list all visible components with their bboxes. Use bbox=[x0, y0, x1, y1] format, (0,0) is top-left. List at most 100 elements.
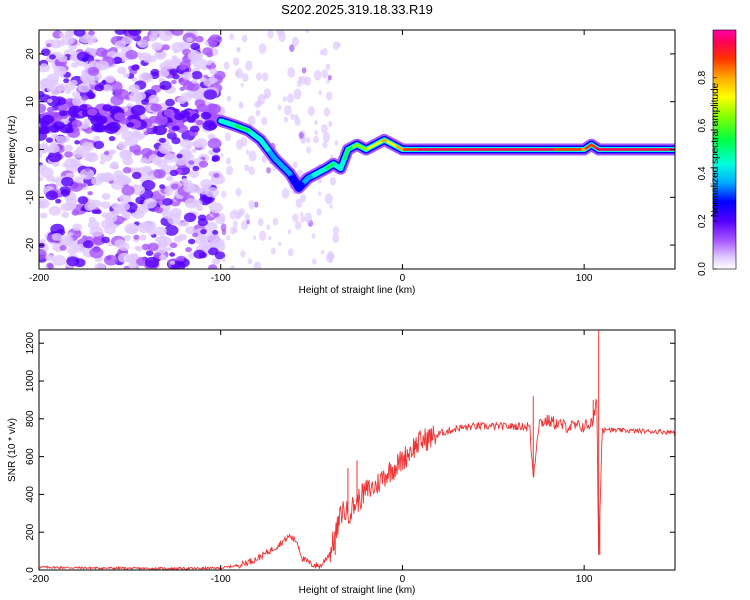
noise-blob bbox=[248, 150, 257, 162]
noise-blob bbox=[277, 104, 282, 111]
y-tick-label: -10 bbox=[25, 190, 36, 205]
noise-blob bbox=[79, 168, 95, 180]
noise-blob bbox=[101, 236, 110, 244]
noise-blob bbox=[136, 204, 149, 215]
noise-blob bbox=[39, 126, 49, 135]
noise-blob bbox=[112, 56, 122, 65]
noise-blob bbox=[39, 153, 43, 158]
figure-title: S202.2025.319.18.33.R19 bbox=[281, 2, 433, 17]
noise-blob bbox=[144, 256, 160, 268]
noise-blob bbox=[188, 238, 196, 245]
noise-blob bbox=[195, 35, 204, 43]
noise-blob bbox=[246, 219, 250, 225]
noise-blob bbox=[102, 84, 113, 92]
noise-blob bbox=[322, 140, 328, 149]
noise-blob bbox=[173, 49, 179, 54]
colorbar-tick-label: 0.2 bbox=[697, 214, 708, 228]
noise-blob bbox=[191, 71, 203, 80]
noise-blob bbox=[299, 75, 307, 85]
noise-blob bbox=[131, 212, 138, 217]
noise-blob bbox=[197, 218, 209, 227]
noise-blob bbox=[128, 84, 140, 93]
noise-blob bbox=[261, 116, 268, 126]
x-tick-label: -200 bbox=[29, 574, 49, 585]
noise-blob bbox=[264, 94, 268, 99]
noise-blob bbox=[185, 226, 196, 235]
noise-blob bbox=[101, 171, 114, 182]
colorbar: 0.0 0.2 0.4 0.6 0.8 Normalized spectral ampl… bbox=[697, 29, 737, 276]
noise-blob bbox=[58, 110, 68, 117]
y-tick-label: 800 bbox=[25, 410, 36, 427]
noise-blob bbox=[159, 184, 166, 189]
spectrogram-x-ticks: -200 -100 0 100 bbox=[29, 30, 593, 284]
noise-blob bbox=[72, 223, 82, 231]
noise-blob bbox=[84, 202, 96, 212]
noise-blob bbox=[57, 105, 68, 113]
noise-blob bbox=[82, 240, 94, 249]
noise-blob bbox=[66, 256, 80, 267]
noise-blob bbox=[79, 121, 90, 129]
y-tick-label: 1000 bbox=[25, 369, 36, 392]
noise-blob bbox=[235, 68, 244, 79]
noise-blob bbox=[153, 43, 162, 50]
noise-blob bbox=[153, 125, 167, 136]
noise-blob bbox=[81, 141, 94, 152]
noise-blob bbox=[170, 183, 179, 190]
noise-blob bbox=[235, 187, 242, 197]
noise-blob bbox=[65, 89, 71, 94]
noise-blob bbox=[136, 41, 142, 46]
noise-blob bbox=[287, 66, 296, 78]
noise-blob bbox=[115, 174, 125, 181]
noise-blob bbox=[321, 69, 329, 79]
noise-blob bbox=[177, 41, 191, 52]
colorbar-tick-label: 0.4 bbox=[697, 166, 708, 180]
noise-blob bbox=[61, 211, 70, 218]
noise-blob bbox=[114, 239, 127, 249]
noise-blob bbox=[119, 117, 130, 125]
noise-blob bbox=[141, 99, 149, 105]
noise-blob bbox=[325, 63, 331, 71]
noise-blob bbox=[122, 72, 130, 78]
noise-blob bbox=[276, 30, 285, 37]
noise-blob bbox=[325, 91, 333, 101]
noise-blob bbox=[76, 51, 90, 62]
noise-blob bbox=[139, 157, 148, 164]
noise-blob bbox=[218, 212, 226, 222]
noise-blob bbox=[70, 79, 78, 86]
noise-blob bbox=[332, 225, 340, 235]
noise-blob bbox=[191, 148, 197, 153]
spectrogram-y-axis-title: Frequency (Hz) bbox=[7, 116, 18, 185]
noise-blob bbox=[161, 44, 170, 51]
colorbar-tick-label: 0.0 bbox=[697, 262, 708, 276]
noise-blob bbox=[140, 147, 153, 157]
noise-blob bbox=[316, 208, 322, 216]
noise-blob bbox=[324, 193, 333, 205]
noise-blob bbox=[239, 208, 245, 216]
noise-blob bbox=[181, 178, 189, 184]
noise-blob bbox=[147, 242, 159, 252]
noise-blob bbox=[48, 206, 62, 216]
noise-blob bbox=[171, 55, 178, 60]
noise-blob bbox=[171, 30, 184, 36]
noise-blob bbox=[180, 92, 193, 102]
noise-blob bbox=[183, 212, 197, 223]
noise-blob bbox=[286, 93, 294, 104]
noise-blob bbox=[69, 54, 78, 62]
noise-blob bbox=[311, 233, 316, 239]
noise-blob bbox=[326, 79, 330, 84]
noise-blob bbox=[158, 30, 173, 42]
noise-blob bbox=[45, 137, 54, 143]
noise-blob bbox=[230, 264, 235, 269]
noise-blob bbox=[39, 200, 44, 207]
noise-blob bbox=[49, 86, 62, 96]
noise-blob bbox=[247, 115, 256, 126]
noise-blob bbox=[80, 183, 87, 188]
noise-blob bbox=[289, 44, 295, 53]
noise-blob bbox=[63, 78, 70, 84]
noise-blob bbox=[209, 68, 218, 75]
noise-blob bbox=[159, 137, 167, 144]
noise-blob bbox=[59, 244, 67, 251]
noise-blob bbox=[172, 73, 180, 80]
noise-blob bbox=[125, 215, 131, 220]
noise-blob bbox=[233, 57, 240, 66]
